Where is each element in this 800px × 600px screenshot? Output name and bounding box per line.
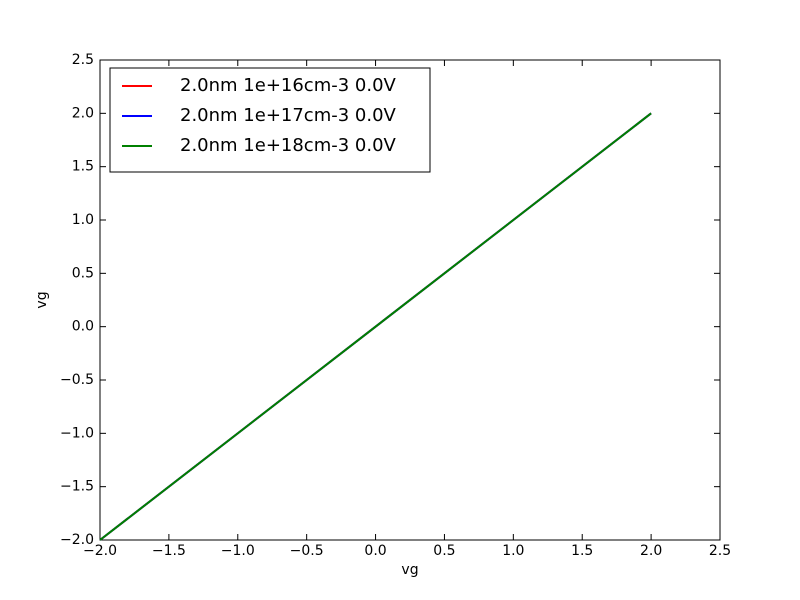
y-tick-label: −2.0 xyxy=(60,532,94,548)
y-tick-label: 1.0 xyxy=(72,212,94,228)
y-tick-label: 0.0 xyxy=(72,319,94,335)
x-tick-label: −2.0 xyxy=(83,543,117,559)
x-tick-label: −0.5 xyxy=(290,543,324,559)
x-tick-label: 0.5 xyxy=(433,543,455,559)
x-tick-label: 0.0 xyxy=(364,543,386,559)
y-tick-label: −0.5 xyxy=(60,372,94,388)
y-tick-label: 2.0 xyxy=(72,105,94,121)
series-line xyxy=(99,112,652,541)
x-tick-label: 2.0 xyxy=(640,543,662,559)
x-tick-label: −1.5 xyxy=(152,543,186,559)
legend-label: 2.0nm 1e+17cm-3 0.0V xyxy=(180,105,397,126)
legend-label: 2.0nm 1e+16cm-3 0.0V xyxy=(180,75,397,96)
x-tick-label: 2.5 xyxy=(709,543,731,559)
y-tick-label: −1.5 xyxy=(60,479,94,495)
x-tick-label: 1.5 xyxy=(571,543,593,559)
y-tick-label: 1.5 xyxy=(72,159,94,175)
y-axis-label: vg xyxy=(34,291,50,308)
y-tick-label: −1.0 xyxy=(60,425,94,441)
y-tick-label: 2.5 xyxy=(72,52,94,68)
x-axis-label: vg xyxy=(401,562,418,578)
legend-box xyxy=(109,67,431,173)
x-tick-label: −1.0 xyxy=(221,543,255,559)
x-tick-label: 1.0 xyxy=(502,543,524,559)
legend-label: 2.0nm 1e+18cm-3 0.0V xyxy=(180,135,397,156)
y-tick-label: 0.5 xyxy=(72,265,94,281)
